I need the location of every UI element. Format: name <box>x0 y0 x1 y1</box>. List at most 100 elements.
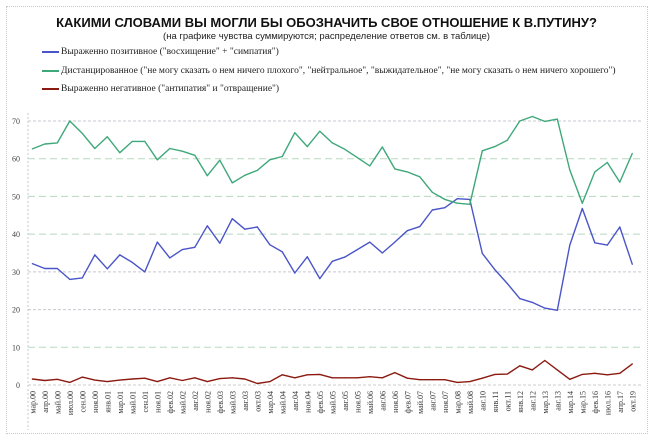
x-tick-label: авг.06 <box>378 391 387 411</box>
data-point <box>594 242 596 244</box>
y-tick-label: 40 <box>12 230 20 239</box>
data-point <box>494 268 496 271</box>
data-point <box>94 254 96 256</box>
x-tick-label: авг.13 <box>553 391 562 411</box>
data-point <box>231 182 233 184</box>
x-tick-label: мар.04 <box>266 391 275 414</box>
data-point <box>244 228 246 230</box>
data-point <box>256 226 258 228</box>
x-tick-label: май.00 <box>53 391 62 414</box>
data-point <box>244 378 246 380</box>
data-point <box>631 152 633 155</box>
data-point <box>444 198 446 201</box>
x-tick-label: сен.00 <box>78 391 87 412</box>
x-tick-label: ноя.06 <box>391 391 400 413</box>
data-point <box>419 226 421 228</box>
legend-swatch-negative <box>42 88 59 90</box>
x-tick-label: сен.01 <box>141 391 150 412</box>
data-point <box>406 230 408 232</box>
x-tick-label: май.04 <box>278 391 287 414</box>
data-point <box>556 118 558 120</box>
data-point <box>256 382 258 385</box>
x-tick-label: ноя.04 <box>303 391 312 413</box>
data-point <box>344 377 346 379</box>
data-point <box>331 377 333 379</box>
data-point <box>531 301 533 304</box>
data-point <box>169 377 171 379</box>
data-point <box>581 202 583 204</box>
x-tick-label: ноя.00 <box>91 391 100 413</box>
legend-swatch-distanced <box>42 70 59 72</box>
data-point <box>419 379 421 381</box>
data-point <box>444 379 446 381</box>
data-point <box>531 115 533 118</box>
data-point <box>194 377 196 379</box>
data-point <box>69 381 71 383</box>
data-point <box>131 140 133 142</box>
x-tick-label: май.05 <box>328 391 337 414</box>
data-point <box>444 207 446 209</box>
data-point <box>619 181 621 183</box>
x-tick-label: окт.19 <box>628 391 637 412</box>
data-point <box>281 374 283 376</box>
data-point <box>381 377 383 379</box>
data-point <box>106 136 108 138</box>
data-point <box>281 155 283 158</box>
x-tick-label: окт.11 <box>503 391 512 411</box>
data-point <box>31 148 33 150</box>
x-tick-label: июл.16 <box>603 391 612 415</box>
data-point <box>144 140 146 142</box>
data-point <box>156 241 158 243</box>
data-point <box>544 307 546 309</box>
y-tick-label: 70 <box>12 117 20 126</box>
data-point <box>494 146 496 148</box>
data-point <box>169 257 171 259</box>
data-point <box>506 139 508 141</box>
data-point <box>31 262 33 265</box>
series-line-1 <box>32 115 633 206</box>
x-tick-label: авг.02 <box>191 391 200 411</box>
x-tick-label: май.03 <box>228 391 237 414</box>
x-tick-label: мар.08 <box>453 391 462 414</box>
data-point <box>156 159 158 161</box>
data-point <box>394 241 396 243</box>
data-point <box>581 207 583 210</box>
data-point <box>56 142 58 144</box>
data-point <box>469 381 471 383</box>
data-point <box>269 381 271 383</box>
data-point <box>344 256 346 258</box>
data-point <box>94 379 96 381</box>
x-tick-label: мар.15 <box>578 391 587 414</box>
x-tick-label: ноя.01 <box>153 391 162 413</box>
data-point <box>344 148 346 150</box>
x-tick-label: апр.17 <box>616 391 625 413</box>
data-point <box>494 373 496 376</box>
data-point <box>294 272 296 274</box>
data-point <box>81 132 83 135</box>
data-point <box>169 147 171 150</box>
data-point <box>469 203 471 205</box>
data-point <box>606 244 608 246</box>
data-point <box>244 174 246 176</box>
data-point <box>431 379 433 381</box>
data-point <box>369 376 371 378</box>
data-point <box>631 263 633 265</box>
legend-label-negative: Выраженно негативное ("антипатия" и "отв… <box>61 84 280 94</box>
data-point <box>544 120 546 122</box>
data-point <box>156 381 158 383</box>
x-tick-label: янв.11 <box>491 391 500 412</box>
x-tick-label: янв.01 <box>103 391 112 413</box>
data-point <box>406 171 408 173</box>
x-tick-label: май.01 <box>128 391 137 414</box>
data-point <box>569 244 571 246</box>
data-point <box>456 202 458 204</box>
data-point <box>81 277 83 279</box>
data-point <box>206 381 208 383</box>
data-point <box>419 176 421 178</box>
x-tick-label: авг.05 <box>341 391 350 411</box>
series-line-2 <box>32 359 633 385</box>
data-point <box>281 251 283 253</box>
data-point <box>331 142 333 144</box>
data-point <box>44 379 46 382</box>
